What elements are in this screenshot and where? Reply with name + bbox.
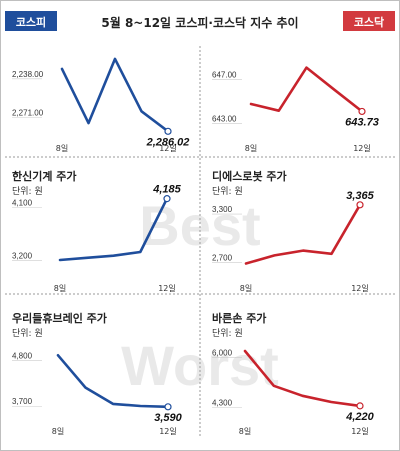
dieshrobot-x-tick-label-1: 12일 [351, 284, 369, 293]
woori-dle-x-tick-label-1: 12일 [159, 427, 177, 436]
hanshin-machinery-unit: 단위: 원 [12, 186, 43, 197]
hanshin-machinery-x-tick-label-1: 12일 [158, 284, 176, 293]
woori-dle-series-line [56, 353, 170, 409]
kospi-index-y-tick-label-0: 2,238.00 [12, 70, 44, 79]
woori-dle-y-tick-label-1: 4,800 [12, 351, 33, 360]
dieshrobot-y-tick-label-0: 2,700 [212, 254, 233, 263]
dieshrobot-unit: 단위: 원 [212, 186, 243, 197]
hanshin-machinery-x-tick-label-0: 8일 [54, 284, 66, 293]
dieshrobot-y-tick-label-1: 3,300 [212, 205, 233, 214]
dieshrobot-series-line [244, 203, 362, 265]
barunson-x-tick-label-0: 8일 [239, 427, 251, 436]
barunson-title: 바른손 주가 [212, 311, 266, 325]
woori-dle-title: 우리들휴브레인 주가 [12, 311, 107, 325]
kospi-index-end-label: 2,286.02 [146, 136, 190, 148]
woori-dle-unit: 단위: 원 [12, 328, 43, 339]
dieshrobot-x-tick-label-0: 8일 [240, 284, 252, 293]
kosdaq-tab-label: 코스닥 [354, 15, 384, 29]
kospi-index-y-tick-label-1: 2,271.00 [12, 109, 44, 118]
kosdaq-index-x-tick-label-1: 12일 [353, 144, 371, 153]
woori-dle-end-point [164, 403, 172, 411]
barunson-unit: 단위: 원 [212, 328, 243, 339]
hanshin-machinery-y-tick-label-1: 4,100 [12, 199, 33, 208]
woori-dle-x-tick-label-0: 8일 [52, 427, 64, 436]
barunson-series-line [243, 349, 362, 408]
barunson-y-tick-label-0: 4,300 [212, 399, 233, 408]
barunson-y-tick-label-1: 6,000 [212, 348, 233, 357]
dieshrobot-end-point [356, 201, 364, 209]
kosdaq-index-y-tick-label-1: 647.00 [212, 70, 237, 79]
kosdaq-tab [343, 11, 395, 31]
hanshin-machinery-end-point [163, 195, 171, 203]
kospi-index-x-tick-label-1: 12일 [159, 144, 177, 153]
woori-dle-end-label: 3,590 [154, 412, 182, 424]
kospi-tab-label: 코스피 [16, 15, 46, 29]
hanshin-machinery-series-line [58, 197, 169, 262]
barunson-x-tick-label-1: 12일 [351, 427, 369, 436]
kosdaq-index-x-tick-label-0: 8일 [245, 144, 257, 153]
kosdaq-index-end-point [358, 107, 366, 116]
kosdaq-index-series-line [249, 66, 364, 113]
kosdaq-index-end-label: 643.73 [345, 116, 379, 128]
barunson-end-point [356, 402, 364, 410]
woori-dle-y-tick-label-0: 3,700 [12, 397, 33, 406]
barunson-end-label: 4,220 [345, 411, 374, 423]
kospi-index-x-tick-label-0: 8일 [56, 144, 68, 153]
hanshin-machinery-title: 한신기계 주가 [12, 169, 77, 183]
kosdaq-index-y-tick-label-0: 643.00 [212, 114, 237, 123]
dieshrobot-title: 디에스로봇 주가 [212, 169, 287, 183]
hanshin-machinery-end-label: 4,185 [152, 184, 181, 196]
hanshin-machinery-y-tick-label-0: 3,200 [12, 251, 33, 260]
kospi-index-end-point [164, 127, 172, 135]
dieshrobot-end-label: 3,365 [346, 190, 374, 202]
kospi-tab [5, 11, 57, 31]
kospi-index-series-line [60, 57, 170, 133]
page-title: 5월 8~12일 코스피·코스닥 지수 추이 [101, 15, 298, 30]
